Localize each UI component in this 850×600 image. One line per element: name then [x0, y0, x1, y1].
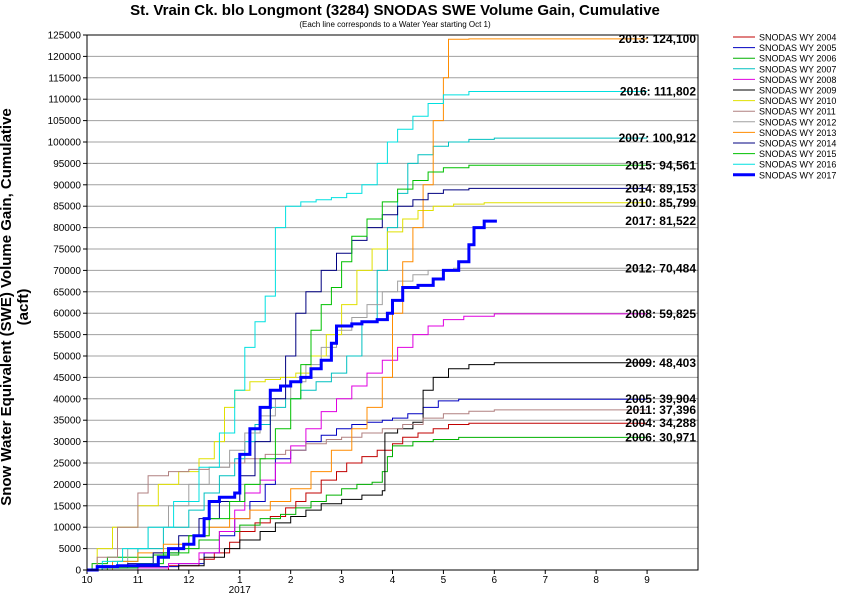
y-tick-label: 45000 [53, 373, 81, 384]
y-tick-label: 105000 [48, 116, 82, 127]
y-tick-label: 0 [75, 566, 81, 577]
legend-entry: SNODAS WY 2006 [759, 54, 836, 64]
legend-entry: SNODAS WY 2011 [759, 107, 836, 117]
y-tick-label: 110000 [48, 95, 81, 106]
y-tick-label: 65000 [53, 287, 81, 298]
legend-entry: SNODAS WY 2013 [759, 128, 836, 138]
series-end-label: 2011: 37,396 [626, 403, 696, 417]
y-tick-label: 30000 [53, 437, 81, 448]
y-tick-label: 125000 [48, 31, 82, 42]
series-line [87, 137, 648, 571]
series-end-label: 2014: 89,153 [625, 181, 696, 195]
series-end-label: 2015: 94,561 [625, 158, 696, 172]
y-tick-label: 55000 [53, 330, 81, 341]
x-tick-label: 9 [644, 575, 650, 586]
x-tick-label: 2 [288, 575, 294, 586]
series-line [87, 267, 648, 571]
series-line [87, 91, 648, 571]
legend-entry: SNODAS WY 2007 [759, 64, 836, 74]
x-tick-label: 7 [542, 575, 548, 586]
y-tick-label: 50000 [53, 352, 81, 363]
x-tick-label: 6 [492, 575, 498, 586]
series-end-label: 2009: 48,403 [625, 356, 696, 370]
x-tick-label: 8 [593, 575, 599, 586]
legend-entry: SNODAS WY 2015 [759, 149, 836, 159]
y-tick-label: 95000 [53, 159, 81, 170]
legend-entry: SNODAS WY 2012 [759, 117, 836, 127]
y-tick-label: 15000 [53, 501, 81, 512]
x-tick-label: 10 [81, 575, 93, 586]
series-line [87, 187, 648, 571]
legend-entry: SNODAS WY 2005 [759, 43, 836, 53]
series-line [87, 164, 648, 571]
legend-entry: SNODAS WY 2009 [759, 86, 836, 96]
chart-subtitle: (Each line corresponds to a Water Year s… [299, 20, 491, 29]
series-line [87, 313, 648, 571]
series-end-label: 2016: 111,802 [620, 84, 696, 98]
series-line [87, 436, 648, 571]
series-end-label: 2004: 34,288 [625, 416, 696, 430]
series-end-label: 2013: 124,100 [619, 32, 697, 46]
legend-entry: SNODAS WY 2008 [759, 75, 836, 85]
series-end-label: 2006: 30,971 [625, 430, 696, 444]
x-tick-label: 5 [441, 575, 447, 586]
y-tick-label: 80000 [53, 223, 81, 234]
y-tick-label: 10000 [53, 523, 81, 534]
y-tick-label: 70000 [53, 266, 81, 277]
legend-entry: SNODAS WY 2017 [759, 170, 836, 180]
series-end-label: 2010: 85,799 [625, 196, 696, 210]
x-tick-label: 12 [183, 575, 195, 586]
legend-entry: SNODAS WY 2010 [759, 96, 836, 106]
plot-frame [86, 34, 699, 571]
series-end-label: 2005: 39,904 [625, 392, 696, 406]
y-tick-label: 115000 [48, 73, 81, 84]
y-tick-label: 85000 [53, 202, 81, 213]
series-end-label: 2008: 59,825 [625, 307, 696, 321]
series-line [87, 219, 497, 572]
series-end-label: 2017: 81,522 [625, 214, 696, 228]
series-line [87, 202, 648, 571]
y-tick-label: 120000 [48, 52, 82, 63]
y-tick-label: 60000 [53, 309, 81, 320]
x-tick-label: 4 [390, 575, 396, 586]
x-tick-label: 3 [339, 575, 345, 586]
y-tick-label: 100000 [48, 138, 82, 149]
x-tick-label: 11 [133, 575, 144, 586]
y-tick-label: 75000 [53, 245, 81, 256]
chart-title: St. Vrain Ck. blo Longmont (3284) SNODAS… [130, 2, 660, 19]
legend-entry: SNODAS WY 2016 [759, 160, 836, 170]
y-tick-label: 25000 [53, 459, 81, 470]
y-tick-label: 5000 [59, 544, 82, 555]
y-tick-label: 35000 [53, 416, 81, 427]
y-tick-label: 40000 [53, 394, 81, 405]
y-tick-label: 20000 [53, 480, 81, 491]
legend-entry: SNODAS WY 2014 [759, 139, 836, 149]
series-end-label: 2012: 70,484 [625, 261, 696, 275]
x-tick-label: 1 [237, 575, 243, 586]
y-tick-label: 90000 [53, 180, 81, 191]
series-end-label: 2007: 100,912 [619, 131, 697, 145]
series-line [87, 362, 648, 571]
x-year-label: 2017 [229, 585, 252, 596]
legend-entry: SNODAS WY 2004 [759, 33, 836, 43]
series-line [87, 409, 648, 571]
